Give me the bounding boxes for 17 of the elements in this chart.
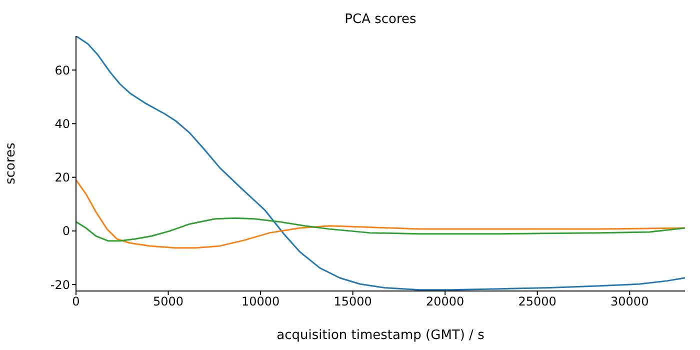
y-tick-label: 20 xyxy=(54,170,70,185)
x-tick-label: 15000 xyxy=(334,294,372,309)
line-series xyxy=(76,217,685,242)
x-tick-label: 20000 xyxy=(426,294,464,309)
x-tick-label: 30000 xyxy=(610,294,649,309)
chart-title: PCA scores xyxy=(344,12,418,27)
x-tick-label: 5000 xyxy=(153,294,184,309)
x-tick-label: 25000 xyxy=(518,294,556,309)
x-tick-label: 10000 xyxy=(241,294,280,309)
x-axis-title: acquisition timestamp (GMT) / s xyxy=(276,328,485,343)
line-series xyxy=(76,179,685,249)
x-tick-label: 0 xyxy=(72,294,80,309)
y-axis-title: scores xyxy=(4,142,19,184)
y-tick-label: 0 xyxy=(62,224,70,238)
y-tick-label: 60 xyxy=(54,63,70,78)
y-tick-label: -20 xyxy=(50,278,70,292)
y-tick-label: 40 xyxy=(54,116,70,131)
